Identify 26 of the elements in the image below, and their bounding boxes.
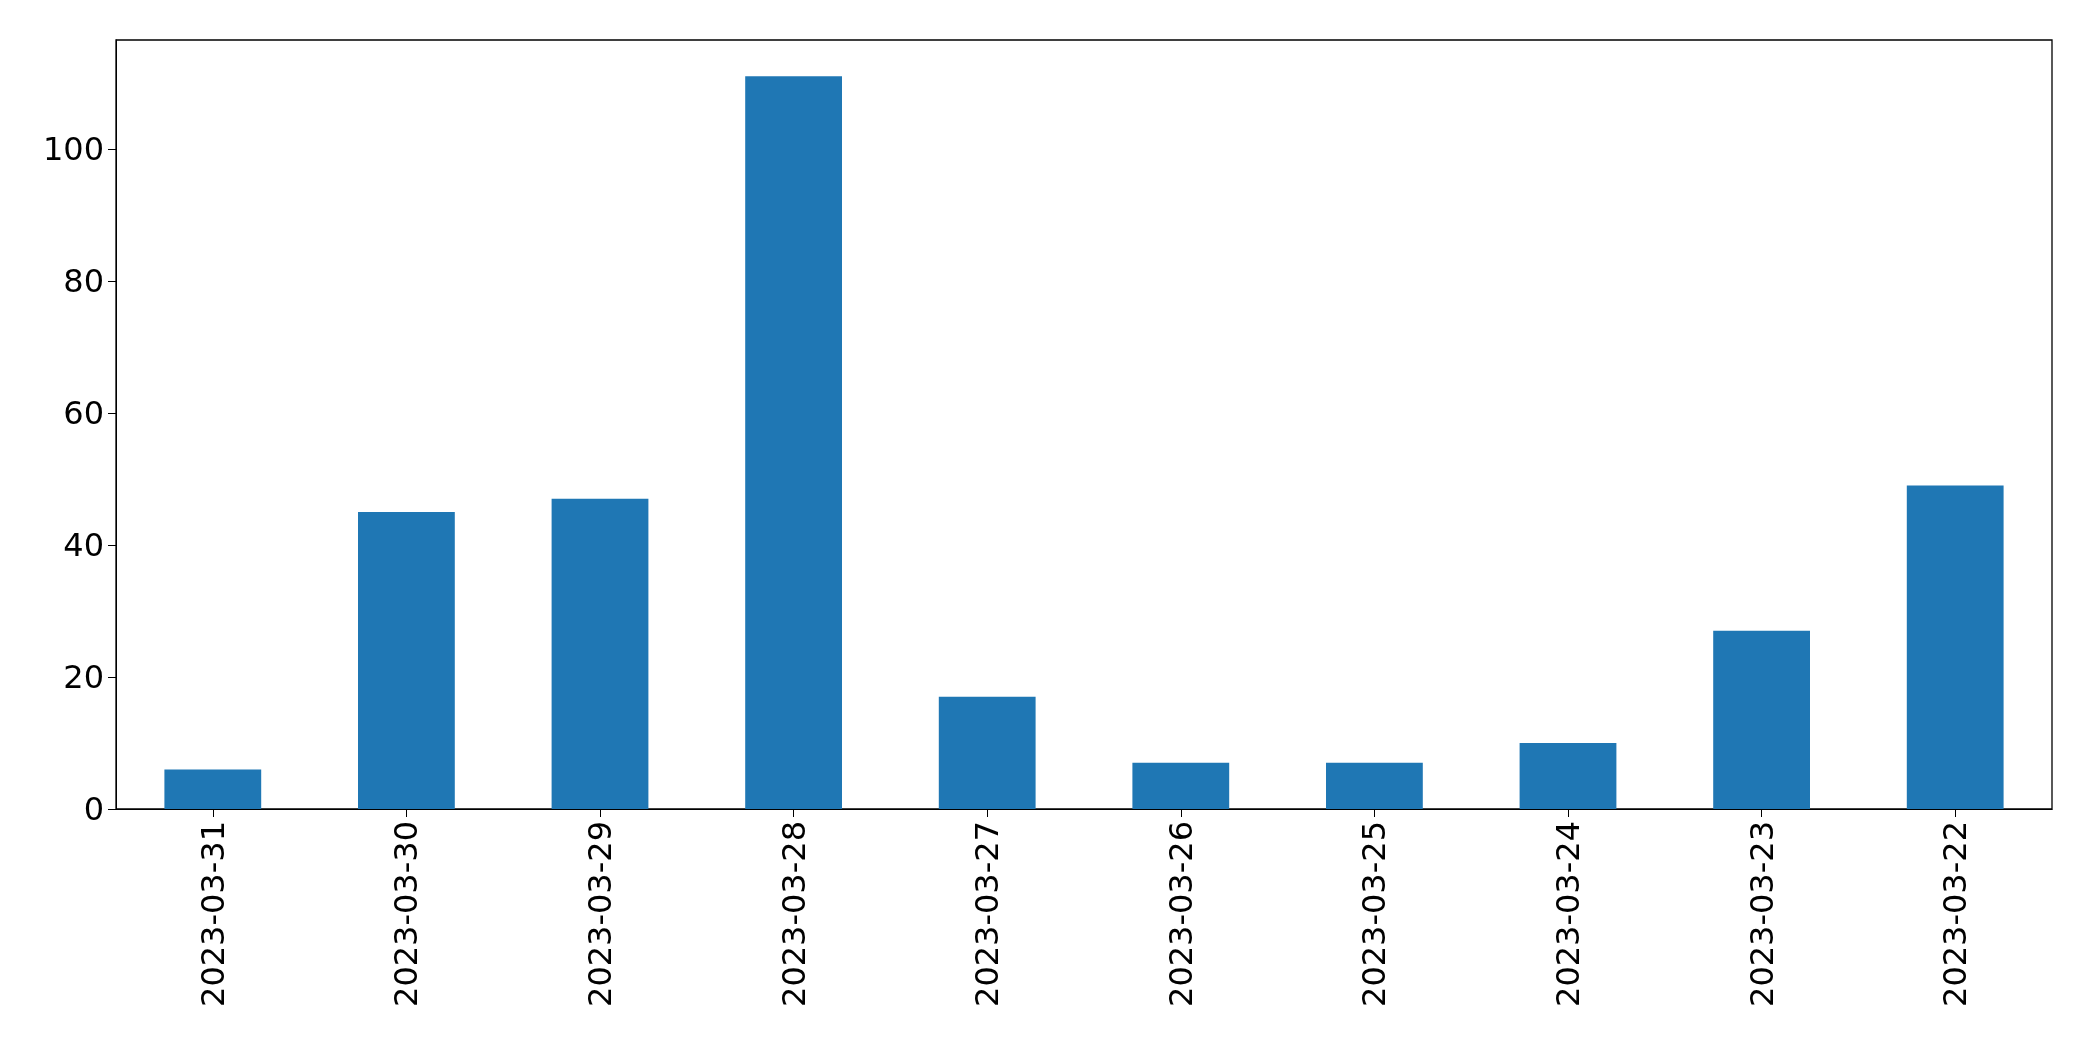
bar [164,769,262,809]
bar [1132,762,1230,809]
y-tick-label: 100 [42,129,104,168]
x-tick-label: 2023-03-25 [1355,821,1394,1007]
x-tick-label: 2023-03-31 [193,821,232,1007]
bar [1519,742,1617,809]
x-tick-label: 2023-03-24 [1549,821,1587,1007]
y-tick-label: 40 [63,525,104,564]
bar [938,696,1036,809]
bar [1906,485,2004,809]
x-tick-label: 2023-03-29 [581,821,619,1007]
y-tick-label: 0 [83,790,104,828]
y-tick-label: 60 [63,393,104,432]
bar [358,511,455,809]
x-tick-label: 2023-03-30 [387,821,426,1007]
bar [551,498,649,809]
y-tick-label: 80 [63,261,104,300]
bar [1713,630,1810,809]
x-tick-label: 2023-03-23 [1742,821,1781,1007]
bar [1326,762,1423,809]
x-tick-label: 2023-03-27 [968,821,1007,1007]
y-tick-label: 20 [63,657,104,696]
x-tick-label: 2023-03-22 [1936,821,1975,1007]
x-tick-label: 2023-03-26 [1161,821,1200,1007]
x-tick-label: 2023-03-28 [774,821,813,1007]
bar [745,76,842,809]
